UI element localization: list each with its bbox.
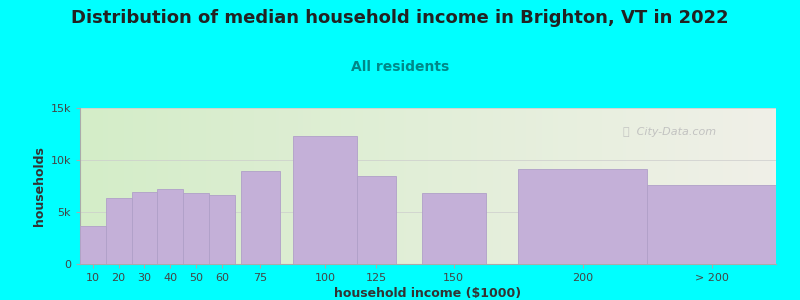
Bar — [293, 136, 357, 264]
Bar — [518, 169, 647, 264]
Bar — [106, 199, 131, 264]
Bar — [131, 192, 158, 264]
Y-axis label: households: households — [34, 146, 46, 226]
Text: ⓘ  City-Data.com: ⓘ City-Data.com — [623, 127, 716, 137]
Bar — [647, 185, 776, 264]
Bar — [209, 195, 234, 264]
Bar — [158, 189, 183, 264]
Bar — [80, 226, 106, 264]
Bar — [183, 193, 209, 264]
Bar — [357, 176, 396, 264]
X-axis label: household income ($1000): household income ($1000) — [334, 287, 522, 300]
Bar — [241, 171, 280, 264]
Bar — [422, 193, 486, 264]
Text: Distribution of median household income in Brighton, VT in 2022: Distribution of median household income … — [71, 9, 729, 27]
Text: All residents: All residents — [351, 60, 449, 74]
